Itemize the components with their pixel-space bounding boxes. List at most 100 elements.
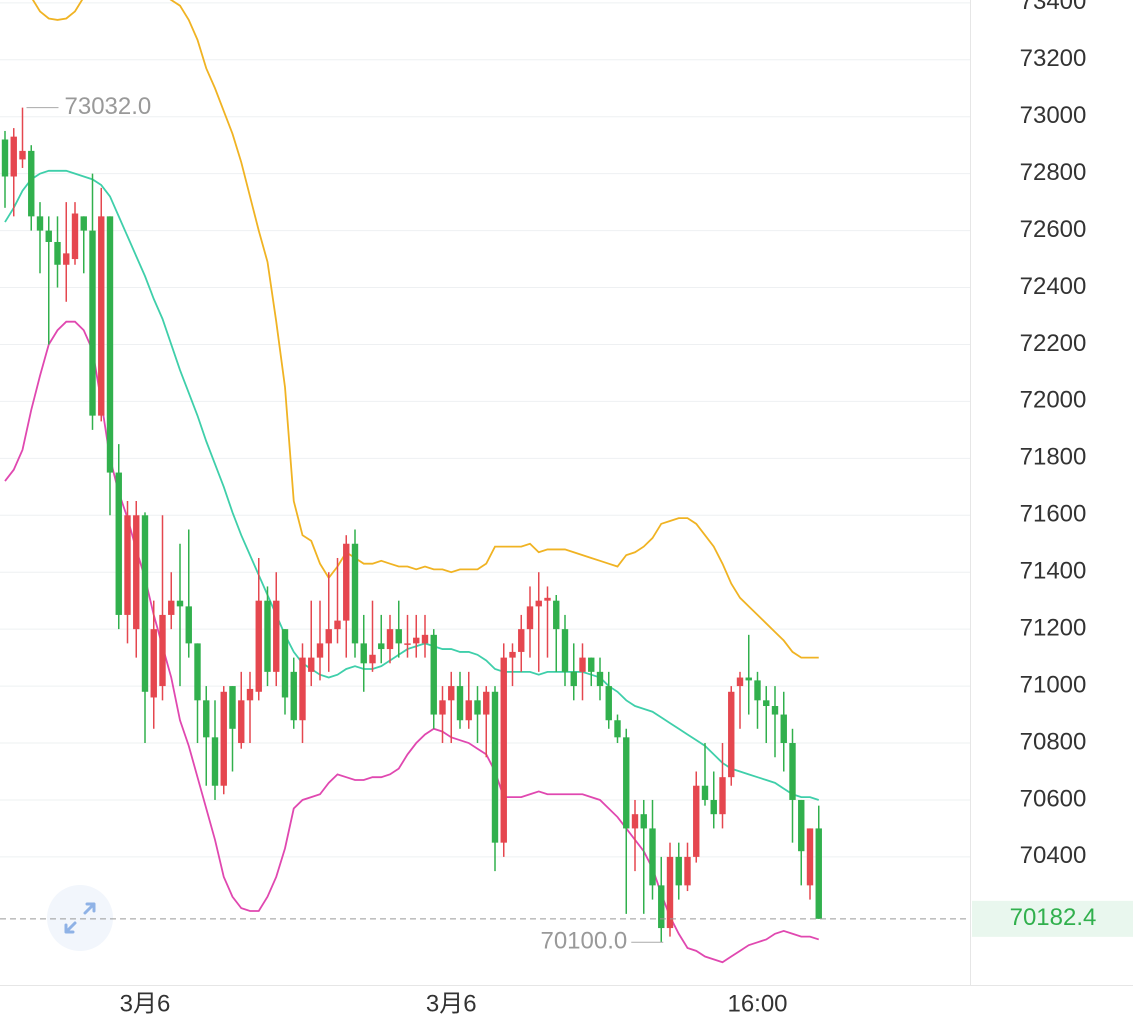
candle-body [281, 629, 289, 698]
candle-body [80, 216, 87, 231]
x-tick-label: 16:00 [727, 990, 787, 1017]
y-tick-label: 72000 [1020, 387, 1087, 414]
candle-body [325, 629, 332, 644]
candle-body [264, 600, 271, 672]
candle-body [448, 686, 455, 701]
candle-body [658, 885, 665, 929]
candle-body [343, 543, 350, 621]
y-tick-label: 73200 [1020, 45, 1087, 72]
candle-body [789, 743, 796, 800]
last-price-label: 70182.4 [1010, 904, 1097, 931]
candle-body [378, 643, 385, 650]
y-tick-label: 73400 [1020, 0, 1087, 15]
candle-body [815, 828, 822, 919]
candle-body [63, 253, 70, 265]
candle-body [386, 629, 394, 650]
candle-body [10, 136, 17, 177]
candle-body [176, 600, 184, 607]
candle-body [579, 657, 586, 672]
candle-body [351, 543, 359, 644]
candle-body [194, 643, 201, 701]
x-tick-label: 3月6 [426, 990, 477, 1017]
candle-body [570, 671, 577, 687]
candle-body [316, 643, 324, 658]
candle-body [168, 600, 175, 615]
candle-body [89, 230, 96, 416]
candle-body [19, 150, 26, 160]
candle-body [675, 856, 682, 886]
candle-body [736, 677, 744, 687]
candle-body [518, 629, 525, 652]
y-tick-label: 70800 [1020, 728, 1087, 755]
candle-body [404, 643, 411, 645]
y-tick-label: 71600 [1020, 501, 1087, 528]
candle-body [553, 600, 560, 630]
candle-body [483, 691, 490, 715]
candle-body [308, 657, 315, 672]
candle-body [605, 686, 612, 721]
candle-body [185, 606, 192, 644]
last-price-box [972, 900, 1133, 937]
expand-bg[interactable] [47, 885, 113, 951]
candle-body [115, 472, 122, 615]
candle-body [535, 600, 542, 607]
candle-body [369, 654, 376, 664]
candle-body [255, 600, 262, 692]
candle-body [474, 700, 481, 715]
candle-body [98, 216, 105, 416]
candle-body [693, 785, 700, 857]
candle-body [806, 828, 814, 886]
candle-body [509, 651, 516, 658]
candle-body [299, 657, 306, 721]
candle-body [45, 230, 52, 242]
candle-body [1, 139, 9, 177]
candle-body [754, 680, 761, 701]
y-tick-label: 70400 [1020, 842, 1087, 869]
candle-body [640, 814, 647, 829]
candle-body [526, 606, 534, 630]
expand-icon[interactable] [64, 902, 96, 934]
candle-body [491, 691, 499, 843]
candle-body [229, 686, 236, 729]
band-line [31, 0, 819, 659]
annotation-label: 73032.0 [65, 93, 152, 120]
candle-body [159, 614, 166, 687]
y-tick-label: 72400 [1020, 273, 1087, 300]
candle-body [439, 700, 446, 715]
candle-body [334, 620, 341, 630]
candle-body [719, 777, 726, 815]
candle-body [413, 637, 420, 644]
candle-body [36, 216, 44, 231]
y-tick-label: 72600 [1020, 216, 1087, 243]
candle-body [684, 856, 691, 886]
candle-body [238, 700, 245, 744]
candle-body [360, 643, 367, 664]
candle-body [544, 597, 551, 601]
expand-button[interactable] [47, 885, 113, 951]
candle-body [220, 691, 227, 786]
candle-body [780, 714, 787, 744]
candle-body [106, 216, 114, 473]
y-tick-label: 72800 [1020, 159, 1087, 186]
candle-body [71, 213, 79, 260]
annotation-label: 70100.0 [540, 928, 627, 955]
candle-body [141, 515, 149, 692]
candle-body [728, 691, 735, 778]
band-line [4, 169, 820, 801]
y-tick-label: 71000 [1020, 671, 1087, 698]
candle-body [666, 856, 674, 929]
candle-body [596, 671, 604, 687]
candle-body [500, 657, 507, 843]
candle-body [421, 634, 429, 644]
y-tick-label: 71800 [1020, 444, 1087, 471]
candle-body [456, 686, 464, 721]
candle-body [798, 799, 805, 852]
candle-body [54, 241, 61, 265]
candle-body [246, 688, 254, 701]
y-tick-label: 73000 [1020, 102, 1087, 129]
candle-body [124, 515, 131, 615]
x-tick-label: 3月6 [120, 990, 171, 1017]
candle-body [395, 629, 402, 644]
candle-body [465, 700, 472, 721]
